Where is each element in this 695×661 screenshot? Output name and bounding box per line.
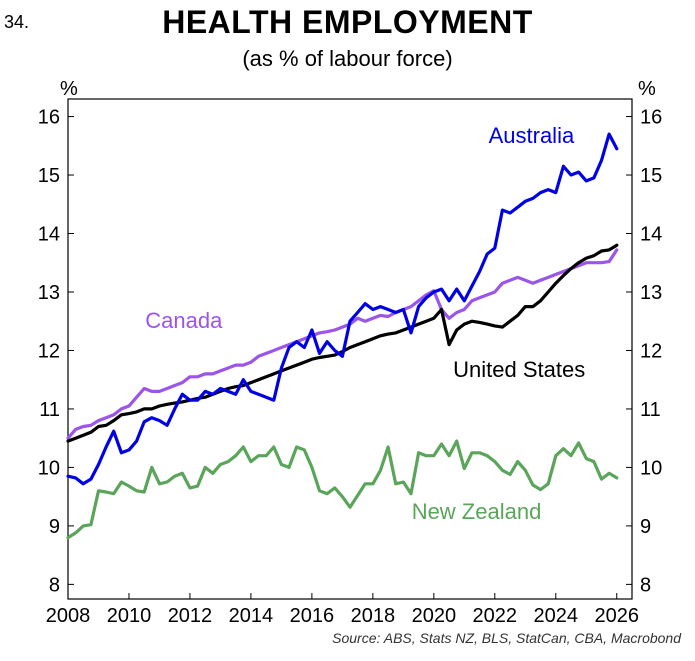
y-axis-unit-left: %	[60, 78, 78, 100]
chart-subtitle: (as % of labour force)	[242, 46, 453, 71]
chart-number: 34.	[4, 12, 30, 32]
y-tick-label-left: 14	[38, 224, 60, 246]
y-tick-label-left: 11	[39, 399, 60, 421]
plot-frame	[67, 98, 633, 600]
y-tick-label-left: 16	[38, 107, 60, 129]
x-tick-label: 2016	[290, 605, 335, 627]
y-tick-label-left: 8	[49, 574, 60, 596]
chart-title: HEALTH EMPLOYMENT	[162, 4, 533, 40]
series-label-united-states: United States	[453, 357, 585, 382]
x-tick-label: 2008	[46, 605, 91, 627]
y-tick-label-right: 12	[640, 340, 662, 362]
y-tick-label-left: 9	[49, 516, 60, 538]
series-line-united-states	[66, 243, 619, 443]
y-tick-label-right: 10	[640, 457, 662, 479]
y-tick-label-left: 15	[38, 165, 60, 187]
y-tick-label-right: 9	[640, 516, 651, 538]
y-axis-unit-right: %	[638, 78, 656, 100]
y-tick-label-right: 8	[640, 574, 651, 596]
series-label-new-zealand: New Zealand	[412, 499, 542, 524]
series-line-canada	[66, 248, 619, 440]
x-tick-label: 2012	[168, 605, 213, 627]
series-line-australia	[66, 132, 619, 486]
series-line-new-zealand	[66, 439, 619, 540]
y-tick-label-left: 13	[38, 282, 60, 304]
y-tick-label-right: 13	[640, 282, 662, 304]
y-tick-label-right: 14	[640, 224, 662, 246]
x-tick-label: 2020	[412, 605, 457, 627]
x-tick-label: 2014	[229, 605, 274, 627]
x-tick-label: 2010	[107, 605, 152, 627]
series-label-canada: Canada	[145, 308, 223, 333]
series-label-australia: Australia	[489, 123, 575, 148]
source-note: Source: ABS, Stats NZ, BLS, StatCan, CBA…	[332, 630, 681, 646]
y-tick-label-right: 16	[640, 107, 662, 129]
y-tick-label-left: 12	[38, 340, 60, 362]
x-tick-label: 2024	[534, 605, 579, 627]
y-tick-label-right: 15	[640, 165, 662, 187]
x-tick-label: 2022	[473, 605, 518, 627]
y-tick-label-left: 10	[38, 457, 60, 479]
x-tick-label: 2026	[595, 605, 640, 627]
y-tick-label-right: 11	[640, 399, 661, 421]
x-tick-label: 2018	[351, 605, 396, 627]
